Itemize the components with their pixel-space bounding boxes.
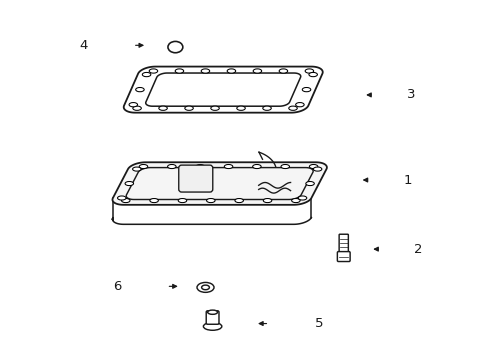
Ellipse shape [262,106,271,111]
Polygon shape [126,168,312,199]
Ellipse shape [175,69,183,73]
Ellipse shape [149,69,157,73]
Polygon shape [112,162,326,205]
FancyBboxPatch shape [206,311,219,324]
Ellipse shape [252,165,261,168]
Ellipse shape [298,196,306,200]
Text: 3: 3 [406,89,414,102]
Ellipse shape [132,167,141,171]
Ellipse shape [309,165,317,168]
Ellipse shape [305,181,314,186]
Ellipse shape [201,285,209,290]
Ellipse shape [125,181,133,186]
Ellipse shape [184,106,193,111]
Ellipse shape [302,87,310,92]
Polygon shape [123,67,322,113]
Ellipse shape [227,69,235,73]
Ellipse shape [305,69,313,73]
Text: 6: 6 [112,280,121,293]
Ellipse shape [224,165,232,168]
Ellipse shape [117,196,126,200]
Ellipse shape [288,106,297,111]
Ellipse shape [135,87,144,92]
Ellipse shape [167,165,176,168]
Text: 1: 1 [403,174,411,186]
FancyBboxPatch shape [179,165,212,192]
Ellipse shape [313,167,321,171]
Ellipse shape [308,72,317,77]
Ellipse shape [149,198,158,203]
Ellipse shape [196,165,204,168]
Text: 4: 4 [79,39,87,52]
Ellipse shape [121,198,130,203]
Ellipse shape [295,103,304,107]
FancyBboxPatch shape [339,234,347,253]
Ellipse shape [210,106,219,111]
Ellipse shape [129,103,137,107]
Ellipse shape [234,198,243,203]
Ellipse shape [253,69,261,73]
Ellipse shape [291,198,300,203]
Ellipse shape [139,165,147,168]
Text: 2: 2 [413,243,422,256]
Ellipse shape [279,69,287,73]
Ellipse shape [281,165,289,168]
Ellipse shape [206,198,215,203]
Ellipse shape [236,106,245,111]
Ellipse shape [167,41,183,53]
Ellipse shape [159,106,167,111]
Ellipse shape [142,72,150,77]
Polygon shape [145,73,300,106]
Ellipse shape [203,323,222,330]
Ellipse shape [207,310,217,314]
Ellipse shape [133,106,141,111]
Ellipse shape [201,69,209,73]
Ellipse shape [263,198,271,203]
Ellipse shape [178,198,186,203]
FancyBboxPatch shape [337,252,349,261]
Text: 5: 5 [314,317,323,330]
Ellipse shape [197,283,214,292]
